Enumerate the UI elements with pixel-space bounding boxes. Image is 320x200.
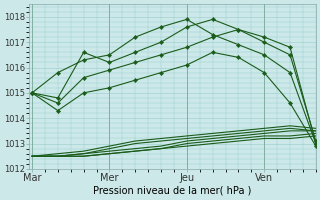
X-axis label: Pression niveau de la mer( hPa ): Pression niveau de la mer( hPa ) <box>93 186 252 196</box>
